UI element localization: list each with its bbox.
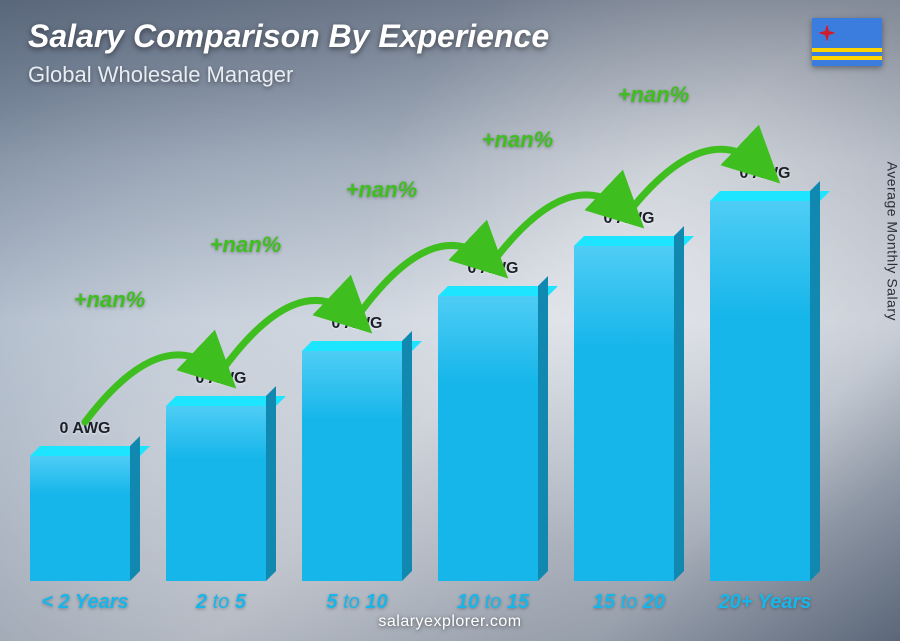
- bar-value-label: 0 AWG: [30, 420, 140, 438]
- bar-value-label: 0 AWG: [302, 315, 412, 333]
- delta-label: +nan%: [482, 127, 554, 153]
- bar: 0 AWG20+ Years: [710, 191, 820, 581]
- bar-value-label: 0 AWG: [166, 370, 276, 388]
- delta-label: +nan%: [346, 177, 418, 203]
- y-axis-label: Average Monthly Salary: [884, 161, 900, 320]
- bar-value-label: 0 AWG: [438, 260, 548, 278]
- bar-chart: 0 AWG< 2 Years0 AWG2 to 50 AWG5 to 100 A…: [30, 120, 850, 581]
- bar: 0 AWG5 to 10: [302, 341, 412, 581]
- bar: 0 AWG< 2 Years: [30, 446, 140, 581]
- chart-subtitle: Global Wholesale Manager: [28, 62, 293, 88]
- x-axis-label: 2 to 5: [144, 591, 298, 614]
- x-axis-label: 5 to 10: [280, 591, 434, 614]
- flag-aruba: [812, 18, 882, 66]
- x-axis-label: 15 to 20: [552, 591, 706, 614]
- delta-label: +nan%: [618, 82, 690, 108]
- delta-label: +nan%: [210, 232, 282, 258]
- bar: 0 AWG2 to 5: [166, 396, 276, 581]
- footer-attribution: salaryexplorer.com: [0, 613, 900, 631]
- x-axis-label: < 2 Years: [8, 591, 162, 614]
- x-axis-label: 10 to 15: [416, 591, 570, 614]
- bar: 0 AWG15 to 20: [574, 236, 684, 581]
- bar-value-label: 0 AWG: [574, 210, 684, 228]
- chart-title: Salary Comparison By Experience: [28, 18, 549, 55]
- x-axis-label: 20+ Years: [688, 591, 842, 614]
- bar: 0 AWG10 to 15: [438, 286, 548, 581]
- delta-label: +nan%: [74, 287, 146, 313]
- bar-value-label: 0 AWG: [710, 165, 820, 183]
